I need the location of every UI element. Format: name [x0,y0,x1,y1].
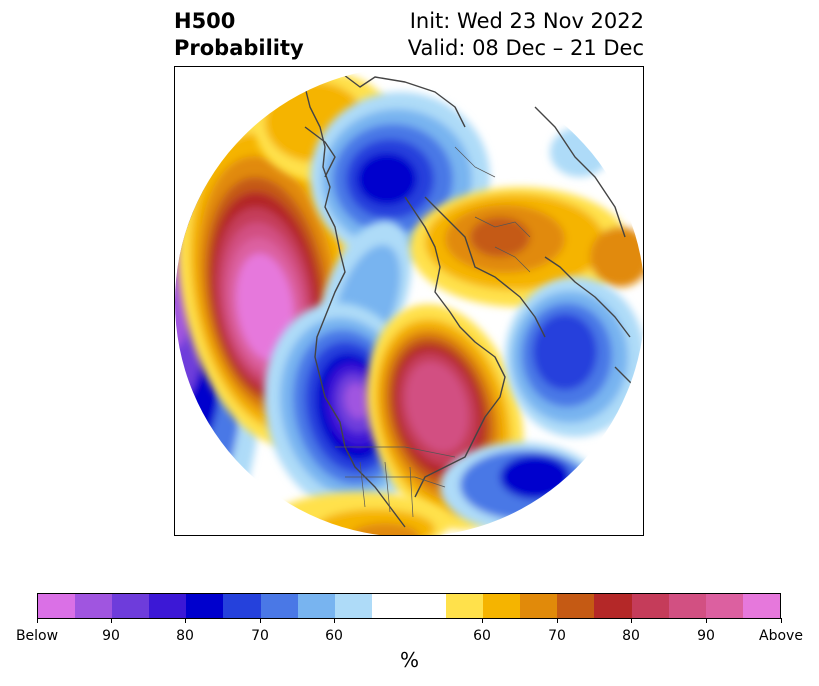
colorbar-segment [38,594,76,618]
colorbar-tick-mark [630,618,632,623]
coastlines [304,71,643,528]
colorbar-segment [446,594,484,618]
colorbar-tick-label: 70 [251,628,269,644]
colorbar-segment [371,594,447,618]
colorbar-tick-label: 80 [622,628,640,644]
valid-range: Valid: 08 Dec – 21 Dec [407,36,644,60]
southern-us-above-anomaly [270,492,450,535]
colorbar-segment [260,594,298,618]
colorbar-tick-label: 60 [325,628,343,644]
colorbar [37,593,781,619]
colorbar-tick-mark [36,618,38,623]
colorbar-tick-label: 60 [473,628,491,644]
colorbar-tick-label: Above [759,628,803,644]
probability-map [174,66,644,536]
map-dates: Init: Wed 23 Nov 2022 Valid: 08 Dec – 21… [408,8,644,62]
colorbar-tick-label: 70 [548,628,566,644]
colorbar-segment [668,594,706,618]
anomaly-field [175,67,643,535]
colorbar-tick-mark [481,618,483,623]
colorbar-segment [186,594,224,618]
colorbar-segment [112,594,150,618]
colorbar-segment [705,594,743,618]
colorbar-segment [557,594,595,618]
init-date: Init: Wed 23 Nov 2022 [409,9,644,33]
colorbar-unit-label: % [399,648,419,672]
colorbar-tick-mark [110,618,112,623]
colorbar-tick-label: Below [15,628,59,644]
colorbar-tick-mark [556,618,558,623]
colorbar-tick-label: 90 [697,628,715,644]
colorbar-segment [594,594,632,618]
colorbar-tick-label: 90 [102,628,120,644]
colorbar-tick-mark [259,618,261,623]
title-line-1: H500 [174,9,236,33]
colorbar-segment [520,594,558,618]
colorbar-tick-mark [780,618,782,623]
colorbar-segment [742,594,780,618]
subtropical-atlantic-below-anomaly [440,442,600,532]
colorbar-segment [334,594,372,618]
colorbar-tick-label: 80 [176,628,194,644]
colorbar-tick-mark [705,618,707,623]
map-title: H500 Probability [174,8,304,62]
title-line-2: Probability [174,36,304,60]
colorbar-segment [149,594,187,618]
colorbar-segment [297,594,335,618]
colorbar-segment [483,594,521,618]
colorbar-tick-mark [333,618,335,623]
political-borders [335,146,531,518]
colorbar-segment [223,594,261,618]
upper-right-below-anomaly [550,127,610,177]
colorbar-segment [631,594,669,618]
colorbar-segment [75,594,113,618]
colorbar-tick-mark [184,618,186,623]
north-atlantic-below-anomaly [505,277,643,437]
